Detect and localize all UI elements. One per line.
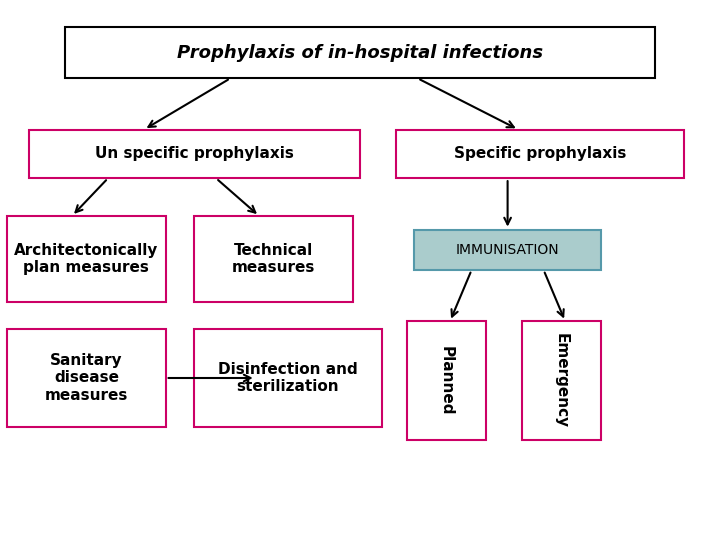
FancyBboxPatch shape — [407, 321, 486, 440]
FancyBboxPatch shape — [7, 329, 166, 427]
FancyBboxPatch shape — [194, 329, 382, 427]
Text: Prophylaxis of in-hospital infections: Prophylaxis of in-hospital infections — [177, 44, 543, 62]
Text: Architectonically
plan measures: Architectonically plan measures — [14, 243, 158, 275]
Text: IMMUNISATION: IMMUNISATION — [456, 243, 559, 256]
Text: Technical
measures: Technical measures — [232, 243, 315, 275]
FancyBboxPatch shape — [194, 216, 353, 302]
FancyBboxPatch shape — [414, 230, 601, 270]
FancyBboxPatch shape — [29, 130, 360, 178]
Text: Emergency: Emergency — [554, 333, 569, 428]
Text: Planned: Planned — [439, 346, 454, 415]
FancyBboxPatch shape — [396, 130, 684, 178]
FancyBboxPatch shape — [65, 27, 655, 78]
Text: Sanitary
disease
measures: Sanitary disease measures — [45, 353, 128, 403]
Text: Disinfection and
sterilization: Disinfection and sterilization — [218, 362, 358, 394]
Text: Un specific prophylaxis: Un specific prophylaxis — [95, 146, 294, 161]
Text: Specific prophylaxis: Specific prophylaxis — [454, 146, 626, 161]
FancyBboxPatch shape — [7, 216, 166, 302]
FancyBboxPatch shape — [522, 321, 601, 440]
